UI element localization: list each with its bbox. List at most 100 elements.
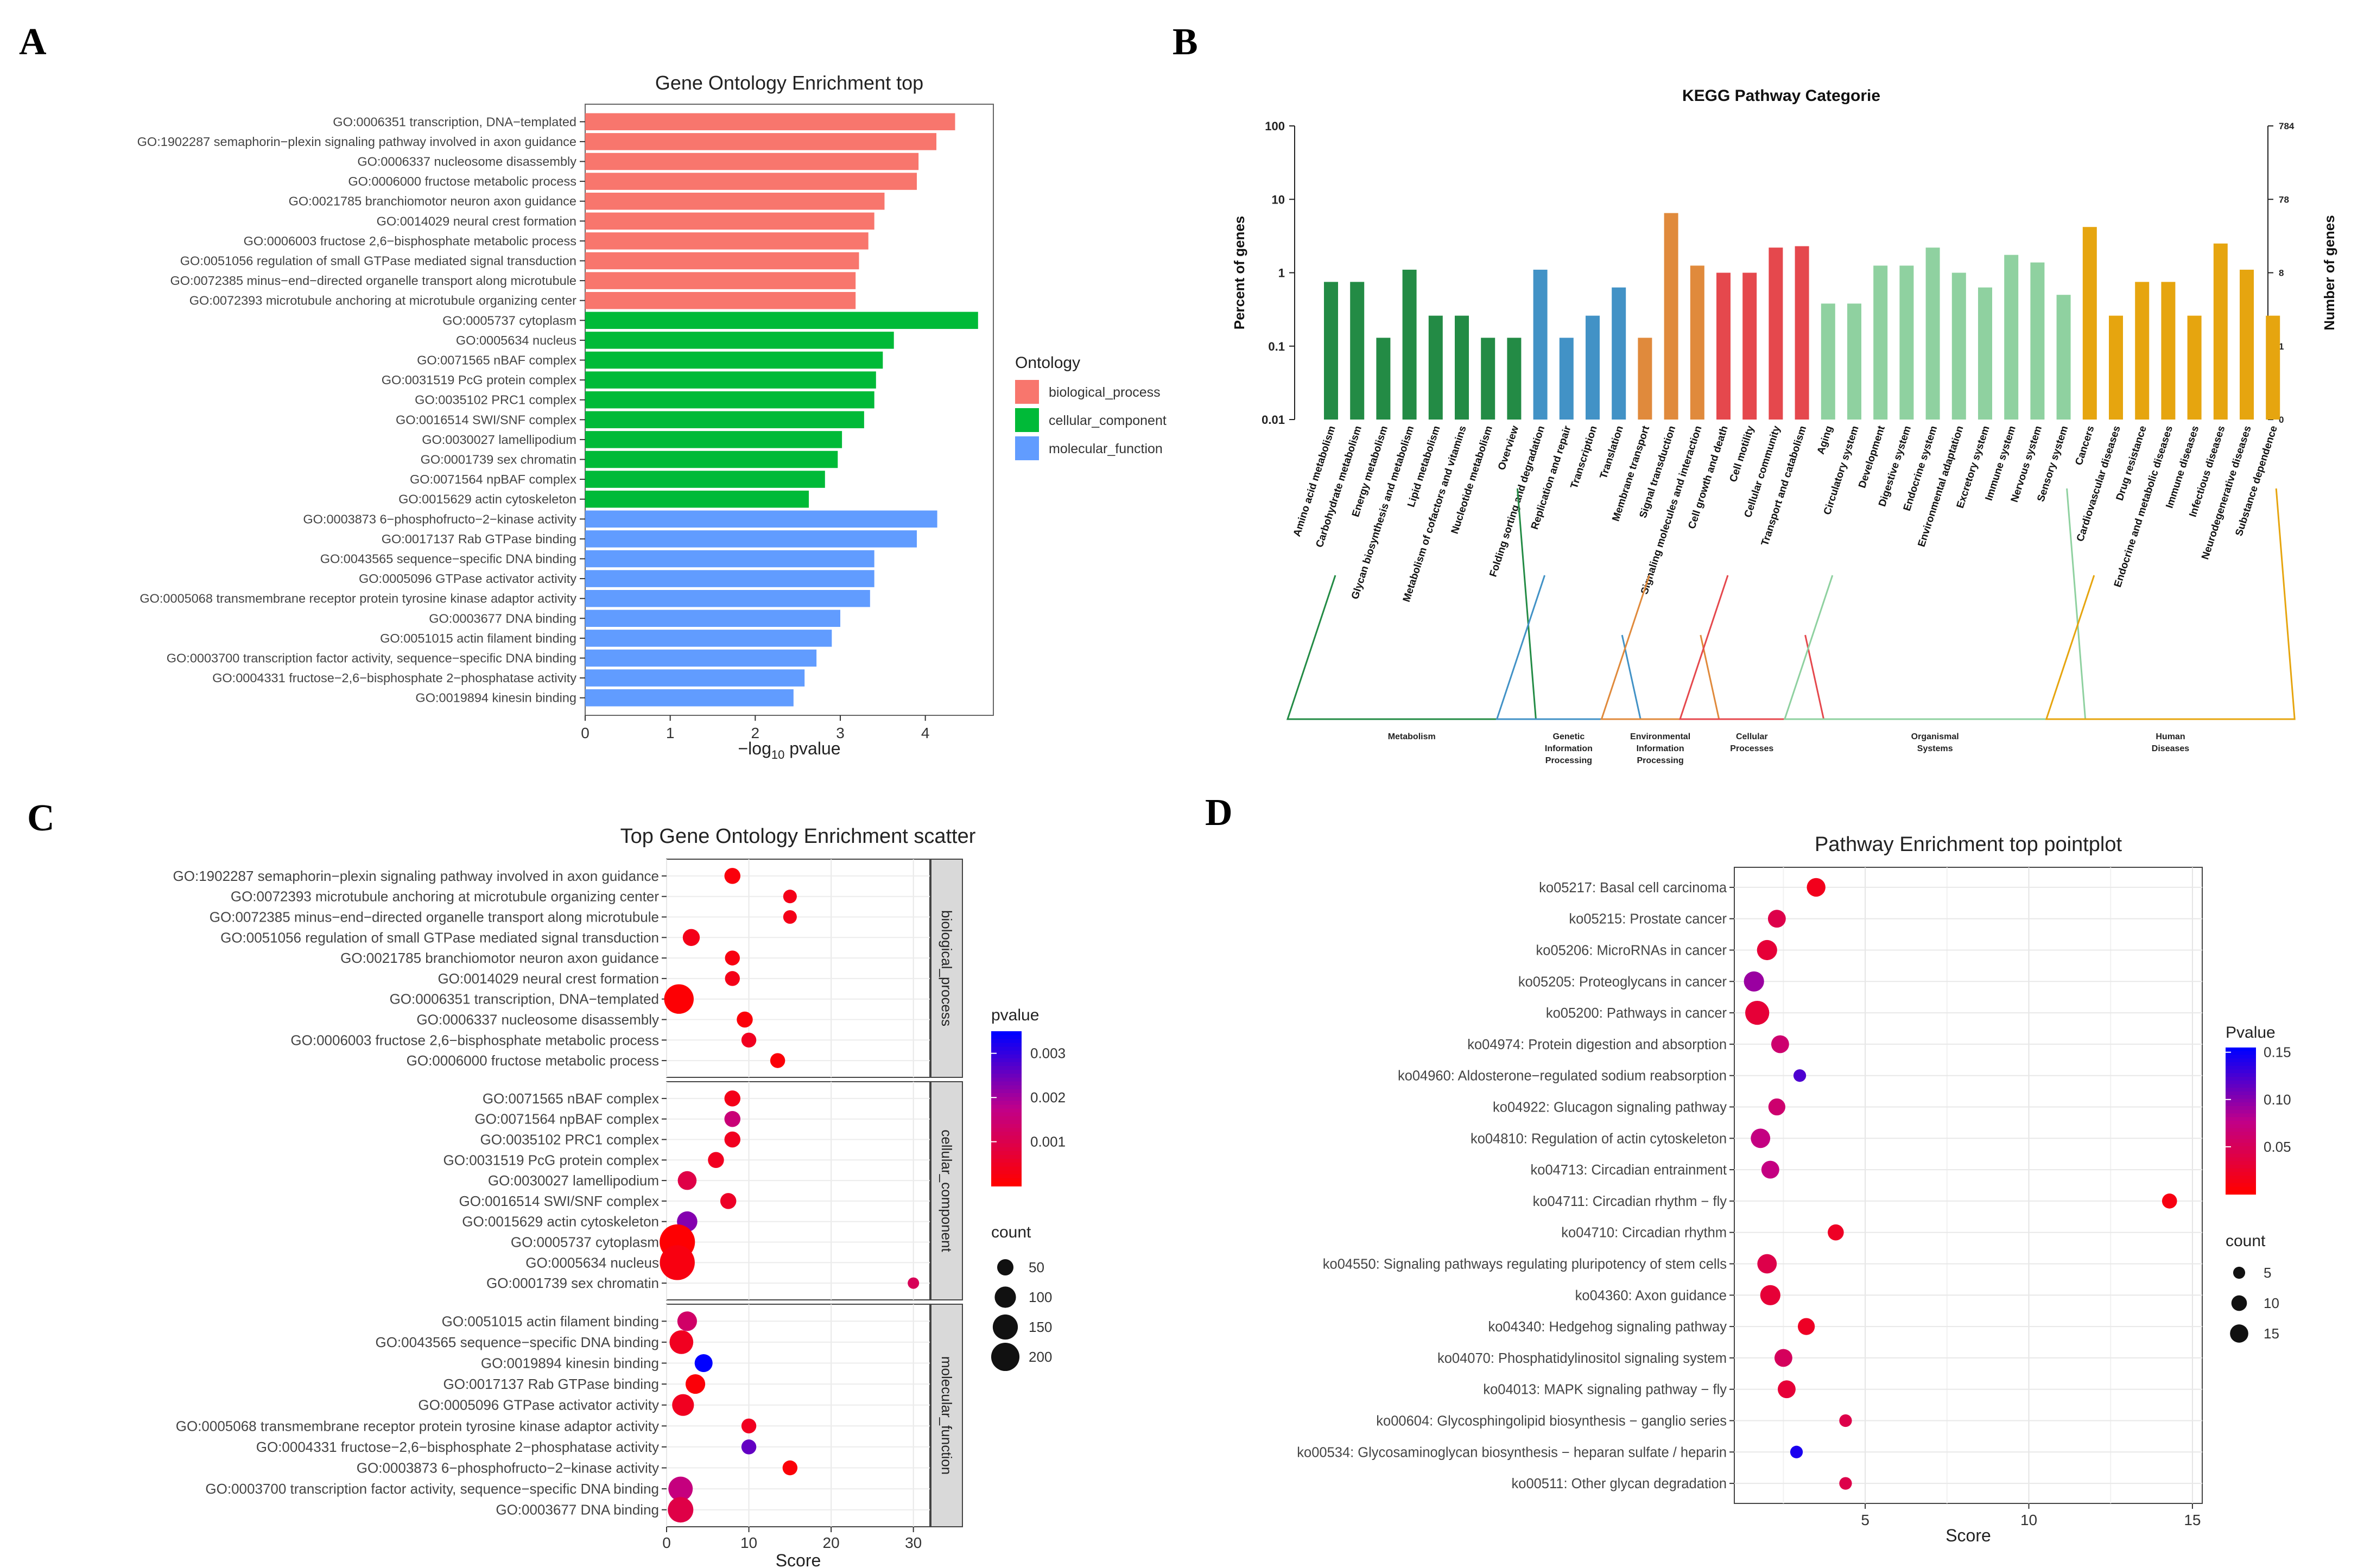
point-label: ko05217: Basal cell carcinoma [1539,880,1727,896]
size-legend-label: 100 [1029,1289,1052,1305]
colorbar-segment [991,1112,1022,1117]
colorbar-segment [991,1128,1022,1133]
size-legend-dot [994,1286,1016,1308]
group-label: Environmental [1630,732,1690,741]
point-label: ko04974: Protein digestion and absorptio… [1467,1037,1727,1052]
bar [585,431,842,448]
point-label: ko04960: Aldosterone−regulated sodium re… [1398,1069,1727,1084]
group-bracket [1286,488,1537,720]
scatter-point [1839,1414,1852,1427]
point-label: ko05205: Proteoglycans in cancer [1518,974,1727,989]
scatter-point [708,1152,724,1169]
colorbar-segment [2226,1091,2256,1096]
bar [1716,272,1731,420]
scatter-point [1757,1254,1777,1274]
colorbar-segment [991,1139,1022,1144]
bar [1951,272,1966,420]
bar-label: GO:0006337 nucleosome disassembly [357,155,576,169]
scatter-point [672,1394,694,1416]
scatter-point [694,1354,713,1373]
colorbar-segment [2226,1176,2256,1180]
colorbar-segment [991,1058,1022,1063]
point-label: GO:0051056 regulation of small GTPase me… [220,929,659,945]
group-label: Processing [1637,756,1683,765]
category-label: Overview [1496,424,1521,472]
x-tick-label: 15 [2184,1512,2201,1528]
bar-label: GO:0015629 actin cytoskeleton [398,492,576,506]
bar [2135,282,2150,420]
x-axis-label: Score [776,1551,821,1568]
group-bracket [1678,575,1825,720]
category-label: Transcription [1569,424,1600,490]
colorbar-segment [2226,1183,2256,1188]
colorbar-segment [2226,1048,2256,1052]
point-label: GO:0072393 microtubule anchoring at micr… [231,888,659,905]
colorbar-segment [2226,1095,2256,1100]
colorbar-segment [991,1101,1022,1106]
colorbar-segment [2226,1109,2256,1114]
colorbar-segment [2226,1073,2256,1077]
colorbar-segment [991,1147,1022,1152]
size-legend-dot [992,1314,1018,1340]
bar-label: GO:0072393 microtubule anchoring at micr… [189,294,576,308]
point-label: ko05200: Pathways in cancer [1546,1006,1727,1021]
colorbar-segment [2226,1128,2256,1133]
bar-label: GO:0005096 GTPase activator activity [359,572,576,586]
colorbar-segment [2226,1153,2256,1158]
bar [585,153,919,170]
colorbar-segment [2226,1161,2256,1165]
point-label: ko00534: Glycosaminoglycan biosynthesis … [1297,1445,1727,1460]
size-legend-label: 10 [2264,1295,2279,1311]
bar-label: GO:0043565 sequence−specific DNA binding [320,552,576,566]
colorbar-segment [991,1104,1022,1109]
colorbar-segment [2226,1190,2256,1195]
panel-d-pathway-pointplot: Pathway Enrichment top pointplot ko05217:… [1297,833,2291,1545]
bar [585,630,832,647]
bar [1769,247,1783,420]
bar [585,589,870,607]
bar [2240,269,2254,420]
bar [585,312,978,329]
x-tick-label: 3 [836,725,845,741]
scatter-point [1745,1000,1770,1025]
bar-label: GO:0004331 fructose−2,6−bisphosphate 2−p… [212,671,576,685]
bar [2213,243,2228,420]
colorbar-segment [991,1066,1022,1071]
bar-label: GO:1902287 semaphorin−plexin signaling p… [137,135,576,149]
x-tick-label: 10 [2020,1512,2037,1528]
scatter-point [908,1277,920,1289]
bar-label: GO:0006000 fructose metabolic process [348,174,576,188]
colorbar-segment [991,1089,1022,1094]
bar-label: GO:0030027 lamellipodium [422,433,576,447]
point-label: ko04360: Axon guidance [1575,1288,1727,1303]
bar [1795,246,1809,420]
colorbar-segment [2226,1102,2256,1107]
bar [585,411,864,429]
scatter-point [1828,1224,1844,1241]
bar-label: GO:0031519 PcG protein complex [382,373,576,387]
colorbar-segment [991,1062,1022,1067]
point-label: ko04710: Circadian rhythm [1561,1226,1727,1241]
bar-label: GO:0051015 actin filament binding [380,631,576,645]
size-legend-label: 150 [1029,1319,1052,1335]
category-label: Aging [1815,424,1835,456]
bar-label: GO:0035102 PRC1 complex [415,393,576,407]
point-label: GO:0031519 PcG protein complex [443,1152,659,1168]
colorbar-segment [991,1085,1022,1090]
colorbar-segment [2226,1132,2256,1136]
bar [1481,338,1495,420]
facet-frame [666,1081,930,1300]
bar [585,649,817,667]
chart-title: Top Gene Ontology Enrichment scatter [620,825,976,848]
x-axis-label: Score [1945,1526,1991,1545]
y-axis-label: Percent of genes [1231,216,1247,330]
bar [2187,315,2202,420]
group-label: Metabolism [1388,732,1436,741]
colorbar-segment [991,1132,1022,1137]
point-label: ko04070: Phosphatidylinositol signaling … [1437,1351,1727,1366]
colorbar-segment [991,1151,1022,1156]
group-label: Genetic [1553,732,1585,741]
colorbar-segment [2226,1062,2256,1067]
colorbar-tick-label: 0.05 [2264,1139,2291,1155]
bar [1455,315,1469,420]
